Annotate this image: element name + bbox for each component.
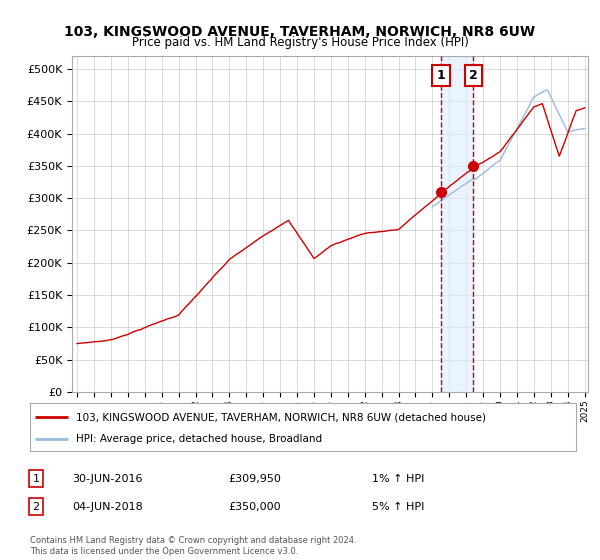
Bar [441,56,473,392]
Text: £350,000: £350,000 [228,502,281,512]
Text: 103, KINGSWOOD AVENUE, TAVERHAM, NORWICH, NR8 6UW: 103, KINGSWOOD AVENUE, TAVERHAM, NORWICH… [64,25,536,39]
Text: 30-JUN-2016: 30-JUN-2016 [72,474,143,484]
Text: 2: 2 [32,502,40,512]
Text: HPI: Average price, detached house, Broadland: HPI: Average price, detached house, Broa… [76,434,323,444]
Text: 2: 2 [469,69,478,82]
Text: 04-JUN-2018: 04-JUN-2018 [72,502,143,512]
Text: 1% ↑ HPI: 1% ↑ HPI [372,474,424,484]
Text: Price paid vs. HM Land Registry's House Price Index (HPI): Price paid vs. HM Land Registry's House … [131,36,469,49]
Text: 1: 1 [436,69,445,82]
Text: 103, KINGSWOOD AVENUE, TAVERHAM, NORWICH, NR8 6UW (detached house): 103, KINGSWOOD AVENUE, TAVERHAM, NORWICH… [76,413,487,422]
Text: 5% ↑ HPI: 5% ↑ HPI [372,502,424,512]
Text: £309,950: £309,950 [228,474,281,484]
Text: 1: 1 [32,474,40,484]
Text: Contains HM Land Registry data © Crown copyright and database right 2024.
This d: Contains HM Land Registry data © Crown c… [30,536,356,556]
